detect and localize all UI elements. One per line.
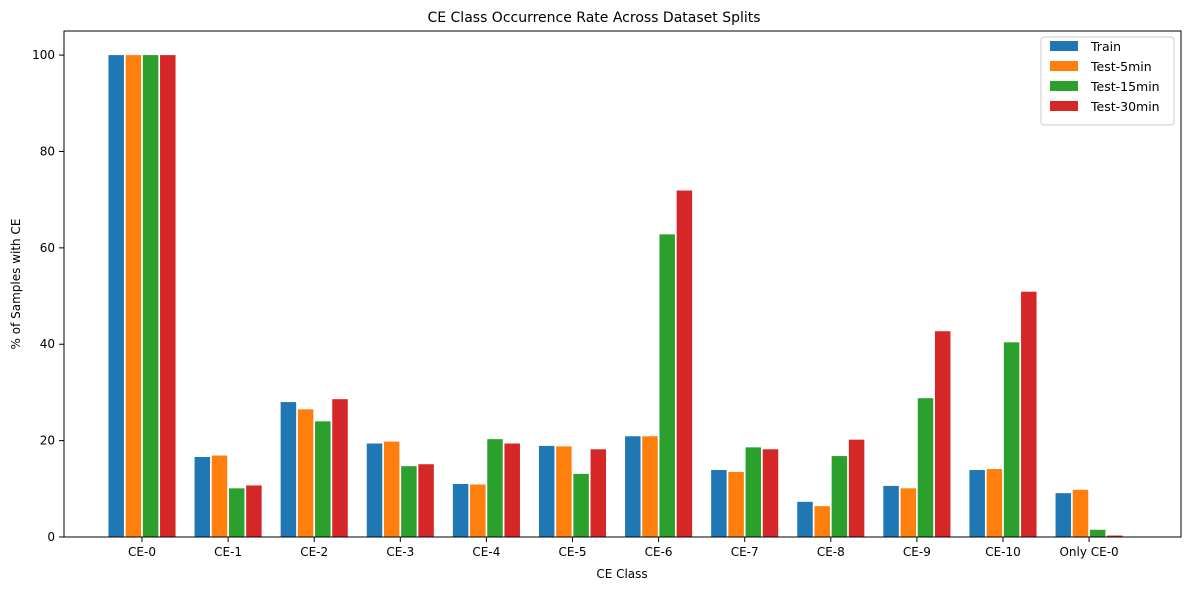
- bar-test-30min-ce-0: [160, 55, 176, 537]
- bar-test-30min-ce-6: [676, 190, 693, 537]
- legend-swatch: [1050, 101, 1078, 111]
- bar-test-5min-ce-3: [383, 441, 400, 537]
- bar-test-5min-ce-2: [297, 409, 314, 537]
- legend-label: Test-5min: [1090, 59, 1152, 74]
- y-axis-label: % of Samples with CE: [9, 219, 23, 350]
- y-axis-ticks: 0 20 40 60 80 100: [32, 48, 64, 544]
- x-tick-label: CE-8: [817, 545, 845, 559]
- bar-test-30min-ce-4: [504, 443, 520, 537]
- bar-test-15min-only-ce-0: [1089, 529, 1106, 537]
- bar-test-15min-ce-0: [142, 55, 159, 537]
- bar-test-5min-ce-0: [125, 55, 142, 537]
- y-tick-label: 20: [40, 434, 55, 448]
- y-tick-label: 0: [47, 530, 55, 544]
- bar-train-ce-5: [538, 445, 555, 537]
- bar-train-ce-2: [280, 402, 297, 537]
- bar-test-30min-ce-3: [418, 464, 434, 537]
- bar-test-5min-ce-8: [814, 506, 830, 537]
- bar-test-5min-ce-5: [556, 446, 572, 537]
- legend-label: Test-30min: [1090, 99, 1160, 114]
- legend: Train Test-5min Test-15min Test-30min: [1040, 36, 1175, 126]
- x-tick-label: CE-4: [472, 545, 500, 559]
- y-tick-label: 80: [40, 144, 55, 158]
- x-tick-label: Only CE-0: [1059, 545, 1118, 559]
- bar-test-15min-ce-5: [573, 473, 589, 537]
- x-tick-label: CE-9: [903, 545, 931, 559]
- bar-test-15min-ce-4: [487, 439, 503, 537]
- bar-train-ce-6: [625, 436, 641, 537]
- bar-test-5min-ce-6: [642, 436, 658, 537]
- x-tick-label: CE-1: [214, 545, 242, 559]
- bar-test-5min-only-ce-0: [1072, 489, 1089, 537]
- bar-test-5min-ce-1: [211, 455, 228, 537]
- x-tick-label: CE-0: [128, 545, 156, 559]
- x-axis-label: CE Class: [596, 567, 647, 581]
- bar-test-30min-ce-5: [590, 449, 607, 537]
- legend-label: Train: [1090, 39, 1121, 54]
- bar-test-15min-ce-2: [315, 421, 331, 537]
- legend-label: Test-15min: [1090, 79, 1160, 94]
- bar-train-ce-7: [711, 470, 727, 537]
- x-tick-label: CE-7: [731, 545, 759, 559]
- bar-train-ce-3: [366, 443, 383, 537]
- bar-test-30min-ce-7: [762, 449, 779, 537]
- x-axis-ticks: CE-0 CE-1 CE-2 CE-3 CE-4 CE-5 CE-6 CE-7 CE-8 CE-9…: [128, 537, 1119, 559]
- bar-train-ce-1: [194, 457, 211, 537]
- x-tick-label: CE-2: [300, 545, 328, 559]
- bar-train-ce-9: [883, 485, 899, 537]
- bar-test-5min-ce-7: [728, 471, 744, 537]
- bar-test-30min-ce-10: [1021, 291, 1037, 537]
- bar-test-30min-ce-2: [332, 399, 348, 537]
- x-tick-label: CE-6: [645, 545, 673, 559]
- x-tick-label: CE-3: [386, 545, 414, 559]
- bar-train-ce-10: [969, 470, 985, 537]
- bar-test-30min-only-ce-0: [1107, 535, 1123, 537]
- bar-test-30min-ce-1: [246, 485, 262, 537]
- bar-test-30min-ce-9: [934, 331, 951, 537]
- bar-test-15min-ce-1: [228, 488, 245, 537]
- bar-test-30min-ce-8: [848, 439, 865, 537]
- plot-frame: [63, 30, 1182, 538]
- bar-train-ce-4: [452, 483, 469, 537]
- bar-test-15min-ce-10: [1003, 342, 1020, 537]
- legend-swatch: [1050, 61, 1078, 71]
- bar-train-ce-0: [108, 55, 124, 537]
- bar-test-5min-ce-9: [900, 488, 917, 537]
- bar-test-15min-ce-3: [401, 466, 417, 537]
- bar-test-5min-ce-10: [986, 469, 1003, 537]
- x-tick-label: CE-10: [985, 545, 1021, 559]
- y-tick-label: 100: [32, 48, 55, 62]
- x-tick-label: CE-5: [559, 545, 587, 559]
- y-tick-label: 60: [40, 241, 55, 255]
- chart-title: CE Class Occurrence Rate Across Dataset …: [427, 10, 760, 26]
- bar-test-15min-ce-6: [659, 234, 675, 538]
- bar-test-15min-ce-8: [831, 456, 848, 537]
- bar-test-15min-ce-9: [917, 398, 934, 537]
- bar-group: [108, 55, 1123, 538]
- bar-test-5min-ce-4: [470, 484, 486, 537]
- bar-train-ce-8: [797, 501, 813, 537]
- legend-swatch: [1050, 81, 1078, 91]
- legend-swatch: [1050, 41, 1078, 51]
- bar-test-15min-ce-7: [745, 447, 762, 537]
- bar-train-only-ce-0: [1055, 493, 1072, 537]
- y-tick-label: 40: [40, 337, 55, 351]
